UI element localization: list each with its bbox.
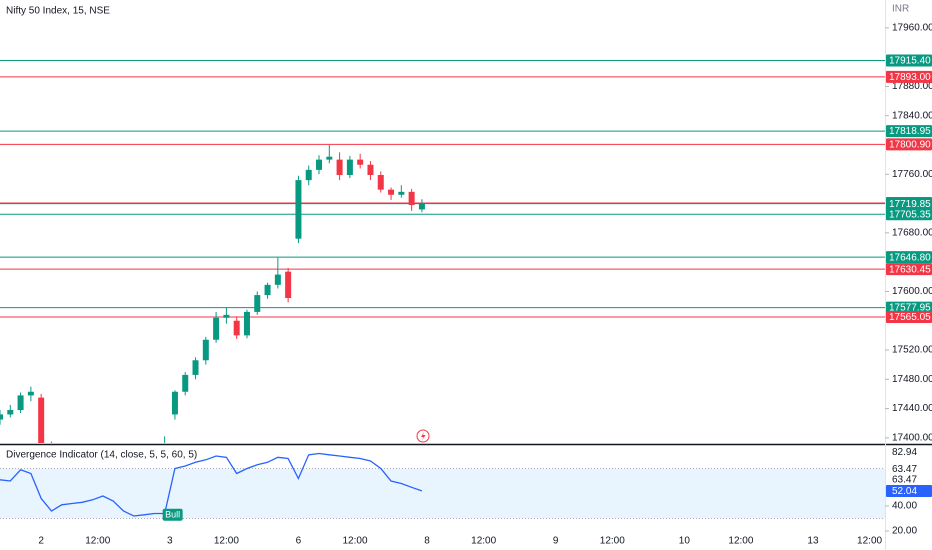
candle-body [274,274,281,285]
x-tick-label: 12:00 [85,536,110,547]
candle-body [408,191,415,206]
candle-body [316,159,323,170]
candle-body [171,391,178,415]
indicator-pane [0,452,885,519]
level-label-box [886,197,932,210]
level-label-box [886,208,932,221]
candle-body [192,360,199,375]
candle-body [264,284,271,296]
y-tick-label: 17440.00 [892,403,932,414]
candle-body [243,311,250,336]
indicator-line [0,452,423,517]
level-label-box [886,70,932,83]
level-label: 17577.95 [889,303,931,314]
candle-body [7,410,14,415]
level-label: 17646.80 [889,252,931,263]
y-tick-label: 17480.00 [892,374,932,385]
level-label: 17915.40 [889,56,931,67]
x-tick-label: 6 [296,536,302,547]
candle-body [223,314,230,318]
level-label-box [886,263,932,276]
candle-body [38,397,45,443]
level-label-box [886,301,932,314]
x-tick-label: 2 [38,536,44,547]
x-tick-label: 9 [553,536,559,547]
level-label-box [886,54,932,67]
candle-body [346,159,353,176]
x-tick-label: 3 [167,536,173,547]
y-tick-label: 17400.00 [892,433,932,444]
level-label: 17818.95 [889,126,931,137]
candle-body [285,271,292,299]
indicator-title: Divergence Indicator (14, close, 5, 5, 6… [6,450,197,461]
level-label: 17565.05 [889,312,931,323]
level-label: 17800.90 [889,139,931,150]
y-tick-label: 17520.00 [892,345,932,356]
candle-body [388,189,395,195]
candle-body [398,191,405,195]
candle-body [213,317,220,340]
candle-body [27,391,34,396]
x-tick-label: 12:00 [857,536,882,547]
candle-body [305,169,312,181]
level-label-box [886,125,932,138]
y-tick-label: 20.00 [892,526,917,537]
x-tick-label: 10 [679,536,691,547]
marker-label: 63.47 [892,474,917,485]
y-tick-label: 17840.00 [892,110,932,121]
currency-label: INR [892,4,909,15]
level-label-box [886,251,932,264]
lightning-icon[interactable] [416,429,430,443]
candle-body [357,159,364,165]
candle-body [336,159,343,176]
candle-body [0,414,3,420]
y-tick-label: 17680.00 [892,227,932,238]
level-label: 17630.45 [889,264,931,275]
candle-body [254,295,261,312]
candle-body [233,320,240,336]
x-tick-label: 8 [424,536,430,547]
candle-body [202,339,209,361]
level-label-box [886,311,932,324]
x-tick-label: 12:00 [471,536,496,547]
candle-body [367,164,374,176]
main-pane [0,59,885,443]
x-tick-label: 12:00 [214,536,239,547]
band-fill [0,468,885,519]
x-tick-label: 12:00 [600,536,625,547]
candle-body [326,156,333,160]
candle-body [182,374,189,392]
chart-title: Nifty 50 Index, 15, NSE [6,6,110,17]
candle-body [377,175,384,190]
y-tick-label: 17880.00 [892,81,932,92]
value-label-box [886,484,932,497]
value-label: 52.04 [892,486,917,497]
axes: 17960.00 17880.00 17840.00 17760.00 17680.00… [38,22,932,547]
candle-body [295,180,302,239]
level-label: 17705.35 [889,209,931,220]
y-tick-label: 40.00 [892,501,917,512]
x-tick-label: 12:00 [728,536,753,547]
x-tick-label: 13 [807,536,819,547]
x-tick-label: 12:00 [343,536,368,547]
candle-body [418,203,425,210]
level-label: 17893.00 [889,72,931,83]
marker-label: 63.47 [892,464,917,475]
marker-label: 82.94 [892,447,917,458]
y-tick-label: 17960.00 [892,22,932,33]
level-label-box [886,138,932,151]
level-label: 17719.85 [889,199,931,210]
candle-body [17,395,24,411]
y-tick-label: 17600.00 [892,286,932,297]
y-tick-label: 17760.00 [892,169,932,180]
annotation-label: Bull [165,510,180,520]
annotation-box [162,508,183,521]
